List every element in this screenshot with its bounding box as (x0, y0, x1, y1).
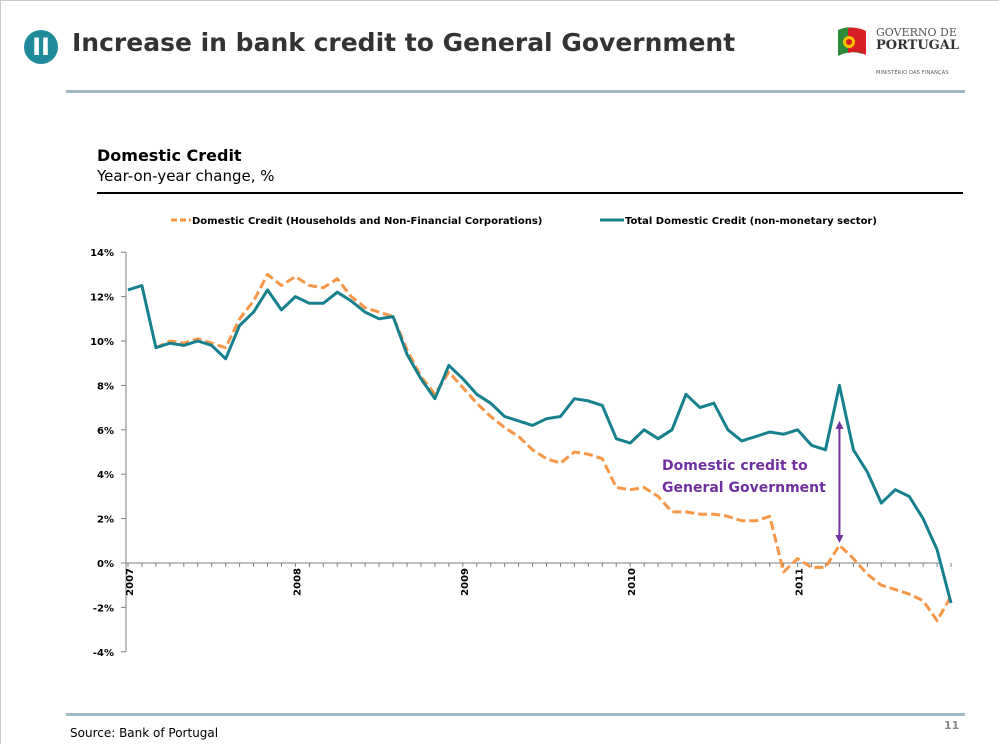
legend-label-total: Total Domestic Credit (non-monetary sect… (625, 216, 877, 227)
footer-divider (66, 713, 965, 716)
y-tick-label: 12% (90, 293, 114, 304)
y-tick-label: -2% (93, 603, 114, 614)
chart-title: Domestic Credit (97, 146, 242, 165)
x-tick-label: 2007 (125, 568, 136, 596)
legend-label-households: Domestic Credit (Households and Non-Fina… (192, 216, 542, 227)
chart-axes: 14% 12% 10% 8% 6% 4% 2% 0% -2% -4% 2007 2008 2009 201… (90, 248, 952, 659)
y-tick-label: 10% (90, 337, 114, 348)
y-tick-label: 6% (97, 426, 114, 437)
x-tick-label: 2008 (292, 568, 303, 596)
annotation-arrow-head-up (835, 420, 844, 429)
y-tick-label: 4% (97, 470, 114, 481)
y-tick-label: 8% (97, 381, 114, 392)
x-tick-label: 2011 (795, 568, 806, 596)
chart-annotation: Domestic credit to General Government (662, 420, 844, 544)
header-divider (66, 90, 965, 93)
y-tick-label: -4% (93, 648, 114, 659)
chart-series (127, 272, 953, 623)
section-badge: II (24, 30, 58, 64)
annotation-arrow-head-down (835, 535, 844, 544)
y-tick-label: 14% (90, 248, 114, 259)
logo-line-1: GOVERNO DE (876, 26, 957, 39)
x-tick-label: 2009 (460, 568, 471, 596)
logo-line-3: MINISTÉRIO DAS FINANÇAS (876, 70, 949, 76)
chart-legend: Domestic Credit (Households and Non-Fina… (171, 216, 877, 227)
logo-line-2: PORTUGAL (876, 38, 960, 53)
source-note: Source: Bank of Portugal (70, 726, 219, 740)
government-logo: GOVERNO DE PORTUGAL MINISTÉRIO DAS FINAN… (832, 22, 967, 82)
annotation-text-line-2: General Government (662, 480, 826, 496)
series-line-total (127, 284, 953, 604)
series-line-households (155, 272, 953, 623)
x-tick-label: 2010 (627, 568, 638, 596)
page-number: 11 (944, 719, 960, 732)
annotation-text-line-1: Domestic credit to (662, 458, 808, 474)
slide-title: Increase in bank credit to General Gover… (72, 28, 736, 57)
chart-title-divider (97, 192, 963, 194)
portugal-flag-icon (838, 27, 866, 56)
y-tick-label: 0% (97, 559, 114, 570)
chart-subtitle: Year-on-year change, % (97, 167, 275, 185)
y-tick-label: 2% (97, 515, 114, 526)
